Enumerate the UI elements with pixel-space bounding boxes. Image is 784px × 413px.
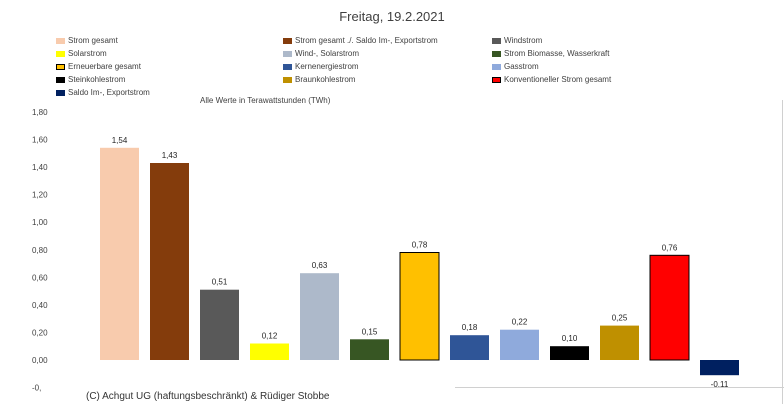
legend-item: Erneuerbare gesamt — [56, 62, 141, 71]
legend-label: Strom gesamt — [68, 36, 118, 45]
legend-item: Strom gesamt — [56, 36, 118, 45]
legend-swatch — [492, 76, 501, 83]
bar — [300, 273, 339, 360]
legend-swatch — [283, 63, 292, 70]
bar — [450, 335, 489, 360]
y-tick-label: 0,00 — [32, 356, 48, 365]
bar-value-label: 0,22 — [512, 318, 528, 327]
legend-swatch — [492, 37, 501, 44]
bar — [200, 289, 239, 360]
legend-label: Wind-, Solarstrom — [295, 49, 360, 58]
legend-label: Strom gesamt ./. Saldo Im-, Exportstrom — [295, 36, 438, 45]
bar — [600, 325, 639, 360]
bar-value-label: 0,18 — [462, 323, 478, 332]
legend-item: Windstrom — [492, 36, 542, 45]
bar — [250, 343, 289, 360]
chart-bottom-edge — [455, 387, 784, 388]
legend-label: Steinkohlestrom — [68, 75, 126, 84]
bar-value-label: 1,43 — [162, 151, 178, 160]
legend-swatch — [492, 50, 501, 57]
legend-swatch — [283, 37, 292, 44]
legend-item: Braunkohlestrom — [283, 75, 355, 84]
y-tick-label: 1,20 — [32, 191, 48, 200]
legend-swatch — [492, 63, 501, 70]
legend-label: Saldo Im-, Exportstrom — [68, 88, 150, 97]
legend-swatch — [56, 89, 65, 96]
bar — [100, 147, 139, 360]
y-tick-label: -0, — [32, 384, 41, 393]
bar — [150, 163, 189, 360]
legend-item: Steinkohlestrom — [56, 75, 125, 84]
y-tick-label: 1,60 — [32, 136, 48, 145]
legend-label: Erneuerbare gesamt — [68, 62, 141, 71]
legend-label: Strom Biomasse, Wasserkraft — [504, 49, 610, 58]
bar — [399, 252, 440, 361]
y-tick-label: 0,40 — [32, 301, 48, 310]
bar-value-label: 0,78 — [412, 241, 428, 250]
legend-item: Saldo Im-, Exportstrom — [56, 88, 150, 97]
bar — [500, 329, 539, 360]
legend-swatch — [283, 50, 292, 57]
bar-value-label: 0,25 — [612, 314, 628, 323]
bar-value-label: 0,63 — [312, 261, 328, 270]
bar — [700, 360, 739, 376]
y-tick-label: 1,40 — [32, 163, 48, 172]
bar — [649, 254, 690, 361]
y-tick-label: 1,00 — [32, 218, 48, 227]
y-tick-label: 0,80 — [32, 246, 48, 255]
bar-value-label: 1,54 — [112, 136, 128, 145]
legend-label: Gasstrom — [504, 62, 539, 71]
bar-value-label: -0,11 — [711, 380, 729, 389]
legend-label: Kernenergiestrom — [295, 62, 359, 71]
legend-swatch — [56, 50, 65, 57]
chart-legend: Strom gesamt Strom gesamt ./. Saldo Im-, … — [0, 0, 784, 100]
legend-swatch — [56, 37, 65, 44]
chart-title: Freitag, 19.2.2021 — [339, 9, 445, 24]
bar-value-label: 0,51 — [212, 278, 228, 287]
legend-label: Windstrom — [504, 36, 543, 45]
bar-value-label: 0,10 — [562, 334, 578, 343]
legend-label: Solarstrom — [68, 49, 107, 58]
bar — [550, 346, 589, 360]
legend-label: Braunkohlestrom — [295, 75, 356, 84]
legend-item: Strom gesamt ./. Saldo Im-, Exportstrom — [283, 36, 438, 45]
legend-item: Gasstrom — [492, 62, 539, 71]
legend-label: Konventioneller Strom gesamt — [504, 75, 612, 84]
bar — [350, 339, 389, 360]
bar-value-label: 0,12 — [262, 332, 278, 341]
bar-value-label: 0,76 — [662, 243, 678, 252]
copyright-footer: (C) Achgut UG (haftungsbeschränkt) & Rüd… — [86, 391, 330, 402]
legend-swatch — [56, 63, 65, 70]
chart-subtitle: Alle Werte in Terawattstunden (TWh) — [200, 96, 331, 105]
legend-swatch — [56, 76, 65, 83]
y-tick-label: 1,80 — [32, 108, 48, 117]
y-tick-label: 0,60 — [32, 273, 48, 282]
bar-value-label: 0,15 — [362, 327, 378, 336]
legend-item: Wind-, Solarstrom — [283, 49, 359, 58]
legend-swatch — [283, 76, 292, 83]
y-tick-label: 0,20 — [32, 328, 48, 337]
chart-right-edge — [782, 100, 783, 404]
legend-item: Konventioneller Strom gesamt — [492, 75, 611, 84]
legend-item: Kernenergiestrom — [283, 62, 359, 71]
legend-item: Strom Biomasse, Wasserkraft — [492, 49, 610, 58]
legend-item: Solarstrom — [56, 49, 107, 58]
